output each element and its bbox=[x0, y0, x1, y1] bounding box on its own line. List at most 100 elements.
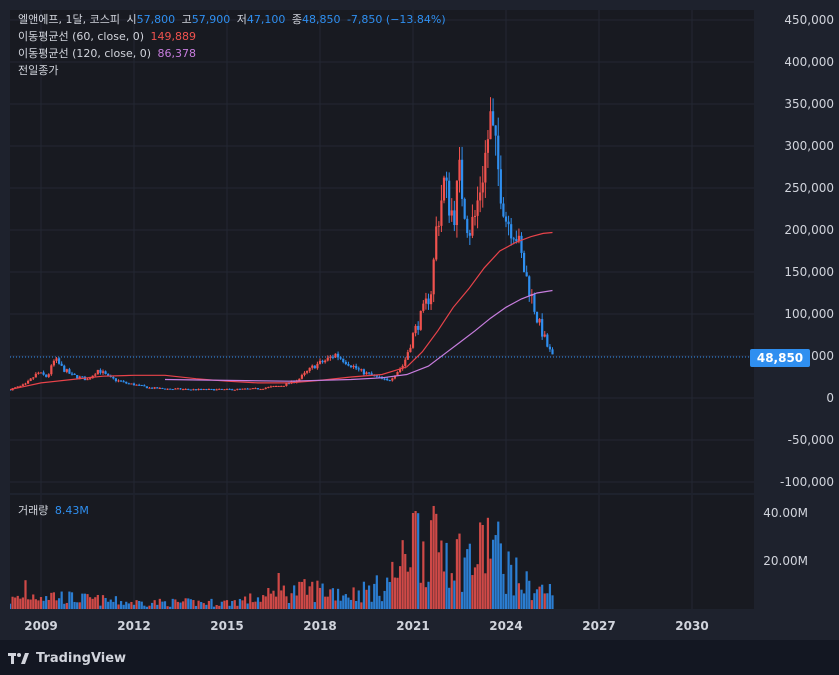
candle-body bbox=[507, 221, 510, 225]
candle-body bbox=[81, 376, 84, 378]
volume-bar bbox=[367, 585, 371, 609]
volume-bar bbox=[47, 599, 50, 609]
legend-ma120-row[interactable]: 이동평균선 (120, close, 0) 86,378 bbox=[18, 46, 199, 62]
candle-body bbox=[318, 360, 322, 364]
price-pane[interactable] bbox=[10, 10, 754, 493]
candle-body bbox=[466, 218, 469, 234]
candle-body bbox=[525, 272, 528, 277]
candle-body bbox=[409, 347, 412, 353]
volume-bar bbox=[398, 566, 402, 609]
candle-body bbox=[303, 372, 306, 375]
candle-body bbox=[277, 385, 280, 387]
volume-bar bbox=[220, 601, 223, 609]
volume-bar bbox=[174, 599, 177, 609]
candle-body bbox=[316, 363, 319, 369]
candle-body bbox=[192, 389, 195, 391]
volume-bar bbox=[202, 603, 205, 609]
candle-body bbox=[148, 387, 151, 389]
candle-body bbox=[210, 388, 213, 390]
candle-body bbox=[259, 389, 262, 391]
volume-bar bbox=[486, 517, 490, 609]
volume-bar bbox=[293, 585, 296, 609]
volume-bar bbox=[520, 589, 523, 609]
candle-body bbox=[375, 375, 378, 377]
volume-bar bbox=[484, 573, 487, 609]
volume-bar bbox=[122, 604, 125, 609]
candle-body bbox=[453, 210, 456, 226]
candle-body bbox=[29, 378, 32, 381]
candle-body bbox=[236, 388, 239, 390]
volume-chart[interactable] bbox=[10, 495, 754, 609]
candle-body bbox=[150, 387, 154, 389]
volume-bar bbox=[432, 505, 435, 609]
price-tick-label: 100,000 bbox=[784, 307, 834, 321]
volume-pane[interactable] bbox=[10, 495, 754, 609]
volume-bar bbox=[127, 603, 130, 609]
candle-body bbox=[533, 293, 536, 312]
candle-body bbox=[181, 389, 185, 391]
legend-volume-row[interactable]: 거래량 8.43M bbox=[18, 503, 92, 519]
volume-bar bbox=[396, 577, 399, 609]
candle-body bbox=[243, 388, 247, 390]
candle-body bbox=[55, 358, 58, 361]
time-tick-label: 2018 bbox=[303, 619, 336, 633]
volume-bar bbox=[68, 591, 71, 609]
price-tick-label: 350,000 bbox=[784, 97, 834, 111]
volume-bar bbox=[329, 589, 332, 609]
legend-ma60-row[interactable]: 이동평균선 (60, close, 0) 149,889 bbox=[18, 29, 199, 45]
volume-bar bbox=[510, 564, 513, 609]
volume-bar bbox=[339, 600, 342, 609]
tradingview-logo-icon[interactable] bbox=[8, 651, 30, 665]
volume-bar bbox=[112, 601, 115, 609]
volume-bar bbox=[393, 577, 397, 609]
candle-body bbox=[489, 111, 492, 140]
legend-prev-close-row[interactable]: 전일종가 bbox=[18, 63, 61, 79]
candle-body bbox=[404, 359, 407, 366]
candle-body bbox=[321, 360, 324, 363]
volume-bar bbox=[298, 581, 301, 609]
price-chart[interactable] bbox=[10, 10, 754, 493]
volume-bar bbox=[135, 600, 138, 609]
volume-bar bbox=[150, 602, 154, 609]
candle-body bbox=[122, 381, 125, 383]
volume-bar bbox=[404, 554, 407, 609]
volume-bar bbox=[236, 605, 239, 609]
candle-body bbox=[308, 367, 311, 372]
candle-body bbox=[442, 177, 446, 201]
time-axis[interactable]: 2009 2012 2015 2018 2021 2024 2027 2030 bbox=[10, 610, 754, 640]
time-tick-label: 2012 bbox=[117, 619, 150, 633]
candle-body bbox=[189, 389, 192, 391]
candle-body bbox=[494, 125, 497, 136]
volume-bar bbox=[450, 573, 453, 609]
candle-body bbox=[267, 386, 270, 388]
volume-bar bbox=[104, 597, 107, 609]
legend-symbol[interactable]: 엘앤에프, 1달, 코스피 bbox=[18, 13, 120, 26]
candle-body bbox=[543, 334, 546, 337]
volume-bar bbox=[55, 600, 58, 609]
volume-bar bbox=[280, 590, 283, 609]
volume-bar bbox=[352, 587, 355, 609]
volume-bar bbox=[189, 599, 192, 609]
volume-bar bbox=[435, 513, 438, 609]
candle-body bbox=[163, 388, 167, 390]
candle-body bbox=[548, 346, 552, 350]
candle-body bbox=[200, 388, 203, 390]
volume-bar bbox=[78, 602, 81, 609]
volume-bar bbox=[254, 601, 257, 609]
price-axis[interactable]: 450,000 400,000 350,000 300,000 250,000 200,0… bbox=[756, 10, 839, 493]
volume-bar bbox=[269, 593, 273, 609]
volume-axis[interactable]: 40.00M 20.00M bbox=[756, 495, 839, 609]
candle-body bbox=[176, 388, 180, 390]
volume-bar bbox=[39, 597, 43, 609]
tradingview-logo-text[interactable]: TradingView bbox=[36, 650, 127, 666]
candle-body bbox=[225, 388, 229, 390]
volume-bar bbox=[517, 583, 521, 609]
candle-body bbox=[262, 388, 265, 390]
volume-bar bbox=[300, 581, 304, 609]
candle-body bbox=[528, 276, 531, 296]
candle-body bbox=[437, 225, 440, 227]
candle-body bbox=[455, 180, 459, 226]
volume-bar bbox=[411, 513, 415, 609]
volume-bar bbox=[489, 558, 492, 609]
volume-bar bbox=[60, 591, 63, 609]
